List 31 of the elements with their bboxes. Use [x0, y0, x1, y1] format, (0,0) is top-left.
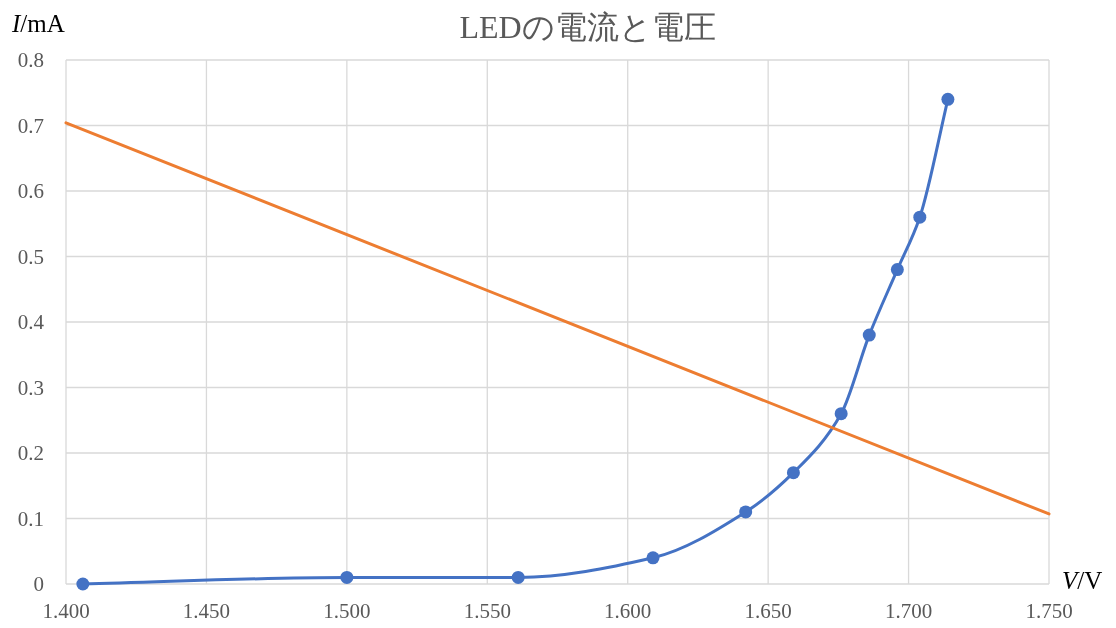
y-tick-label: 0.6: [17, 179, 44, 203]
point: [340, 570, 354, 584]
point: [834, 407, 848, 421]
point: [739, 505, 753, 519]
point: [862, 328, 876, 342]
y-tick-label: 0.5: [17, 244, 44, 269]
x-axis-title: V/V: [1062, 567, 1103, 594]
x-tick-label: 1.650: [744, 599, 792, 623]
y-tick-label: 0.2: [17, 441, 44, 465]
point: [76, 577, 90, 591]
x-tick-label: 1.750: [1025, 599, 1073, 623]
x-tick-label: 1.550: [463, 599, 511, 623]
point: [913, 210, 927, 224]
point: [786, 466, 800, 480]
point: [511, 570, 525, 584]
point: [890, 263, 904, 277]
y-tick-label: 0: [33, 572, 44, 596]
x-tick-label: 1.600: [604, 599, 652, 623]
x-tick-label: 1.500: [323, 599, 371, 623]
y-tick-label: 0.4: [17, 310, 45, 334]
x-tick-label: 1.700: [884, 599, 933, 623]
x-tick-label: 1.400: [42, 599, 90, 623]
point: [646, 551, 660, 565]
y-tick-label: 0.7: [17, 113, 44, 138]
y-tick-label: 0.8: [17, 48, 44, 72]
point: [941, 92, 955, 106]
y-tick-label: 0.3: [17, 375, 44, 400]
x-tick-label: 1.450: [182, 599, 231, 623]
y-axis-title: I/mA: [11, 10, 65, 37]
y-tick-label: 0.1: [17, 506, 44, 531]
chart-title: LEDの電流と電圧: [459, 9, 716, 45]
